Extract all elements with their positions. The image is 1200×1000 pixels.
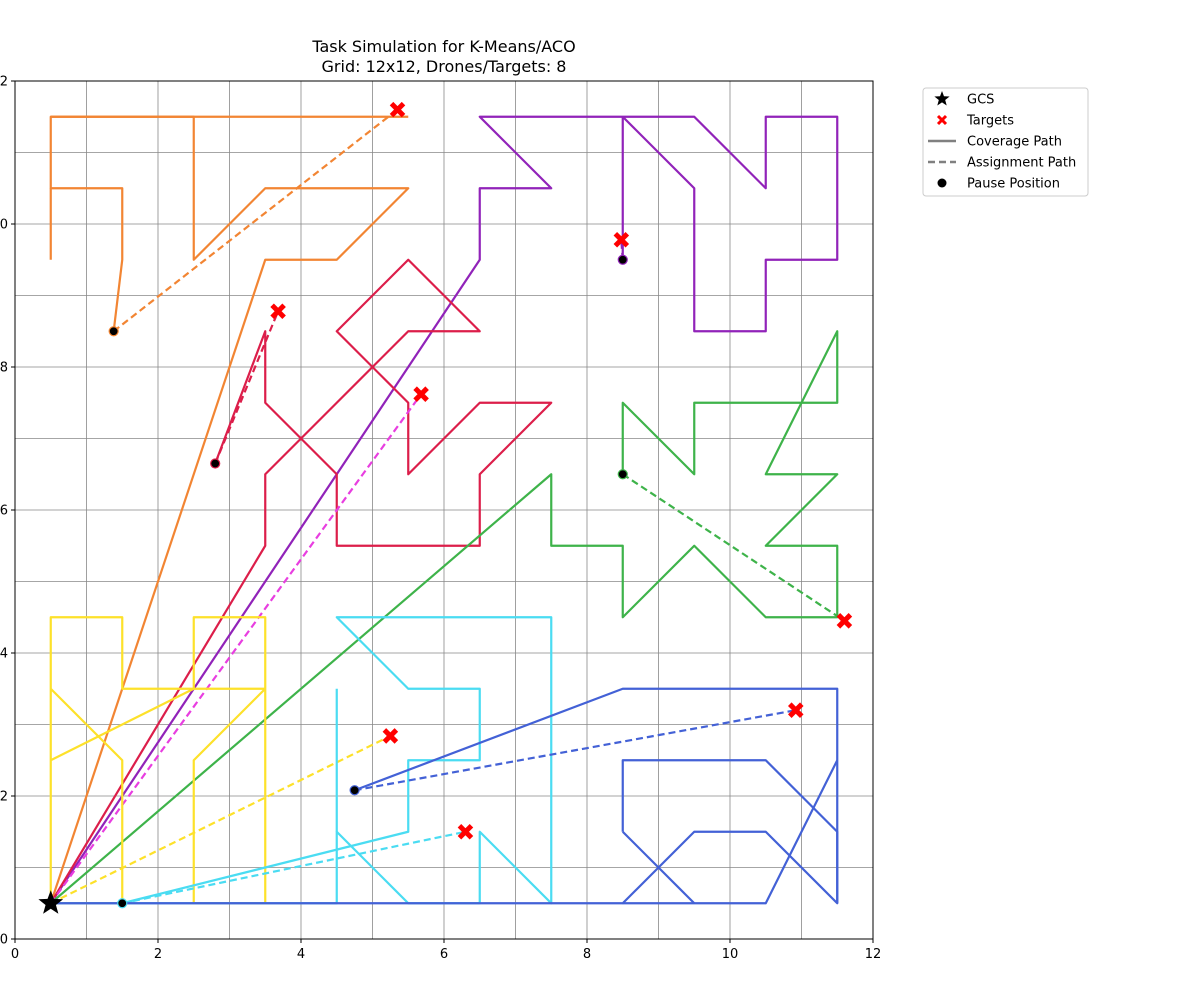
legend-targets-label: Targets <box>966 114 1014 129</box>
legend-box <box>922 87 1089 197</box>
series-8-target-marker <box>788 702 804 718</box>
series-8-target-marker-stroke-b <box>788 702 804 718</box>
series-4-target-marker-stroke-b <box>413 386 429 402</box>
series-3-coverage-path <box>49 258 553 904</box>
series-4-target-marker <box>413 386 429 402</box>
series-2-coverage-path <box>49 115 839 904</box>
y-tick-label: 2 <box>0 790 8 805</box>
series-3-target-marker <box>270 303 286 319</box>
y-tick-label: 4 <box>0 647 8 662</box>
series-8-coverage-branch-2 <box>621 759 839 904</box>
series-1-target-marker-stroke-b <box>389 101 406 118</box>
x-tick-label: 10 <box>722 947 739 962</box>
chart-title: Task Simulation for K-Means/ACO <box>311 37 575 56</box>
series-7-target-marker-stroke-b <box>457 823 474 840</box>
series-7-pause-position <box>117 898 128 909</box>
x-tick-label: 4 <box>297 947 305 962</box>
series-6-target-marker-stroke-b <box>382 728 399 744</box>
x-tick-label: 12 <box>865 947 882 962</box>
series-layer <box>38 101 853 914</box>
legend-targets-marker-b <box>936 114 948 126</box>
legend-gcs-marker <box>934 91 950 106</box>
series-6-assignment-path <box>50 734 391 905</box>
gcs-marker <box>38 890 64 914</box>
series-5-assignment-path <box>622 473 846 622</box>
x-tick-label: 2 <box>154 947 162 962</box>
y-tick-label: 6 <box>0 504 8 519</box>
y-tick-label: 12 <box>0 75 8 90</box>
series-7-target-marker <box>457 823 474 840</box>
series-2-target-marker-stroke-b <box>613 231 630 248</box>
y-tick-label: 0 <box>0 933 8 948</box>
series-2-target-marker <box>613 231 630 248</box>
series-5-target-marker-stroke-b <box>836 613 853 629</box>
legend-pause-position-label: Pause Position <box>967 177 1060 192</box>
series-8-coverage-branch <box>622 759 839 905</box>
x-tick-label: 8 <box>583 947 591 962</box>
series-4-assignment-path <box>49 393 423 904</box>
legend-coverage-path-label: Coverage Path <box>967 135 1062 150</box>
series-1-pause-position <box>108 326 119 337</box>
series-5-target-marker <box>836 613 853 629</box>
series-3-assignment-path <box>214 310 280 464</box>
series-6-coverage-path <box>49 616 267 905</box>
series-8-pause-position <box>349 785 360 796</box>
chart-subtitle: Grid: 12x12, Drones/Targets: 8 <box>322 57 567 76</box>
y-tick-label: 10 <box>0 218 8 233</box>
series-7-assignment-path <box>122 830 466 905</box>
x-tick-label: 6 <box>440 947 448 962</box>
series-6-target-marker <box>382 728 399 744</box>
series-8-coverage-branch-3 <box>621 830 696 905</box>
series-5-pause-position <box>617 469 628 480</box>
series-8-assignment-path <box>354 709 796 792</box>
legend-assignment-path-label: Assignment Path <box>967 156 1076 171</box>
series-3-pause-position <box>210 458 221 469</box>
series-1-target-marker <box>389 101 406 118</box>
legend-gcs-label: GCS <box>967 93 994 108</box>
y-tick-label: 8 <box>0 361 8 376</box>
series-1-assignment-path <box>112 108 399 333</box>
series-5-coverage-path <box>50 330 839 905</box>
series-3-target-marker-stroke-b <box>270 303 286 319</box>
series-2-pause-position <box>617 254 628 265</box>
x-tick-label: 0 <box>11 947 19 962</box>
axis-ticks: 0 2 4 6 8 10 12 0 2 4 6 8 10 12 <box>0 75 881 963</box>
legend: GCS Targets Coverage Path Assignment Path Pa… <box>922 87 1089 197</box>
series-1-coverage-path <box>49 115 410 904</box>
legend-pause-position-marker <box>937 178 947 188</box>
